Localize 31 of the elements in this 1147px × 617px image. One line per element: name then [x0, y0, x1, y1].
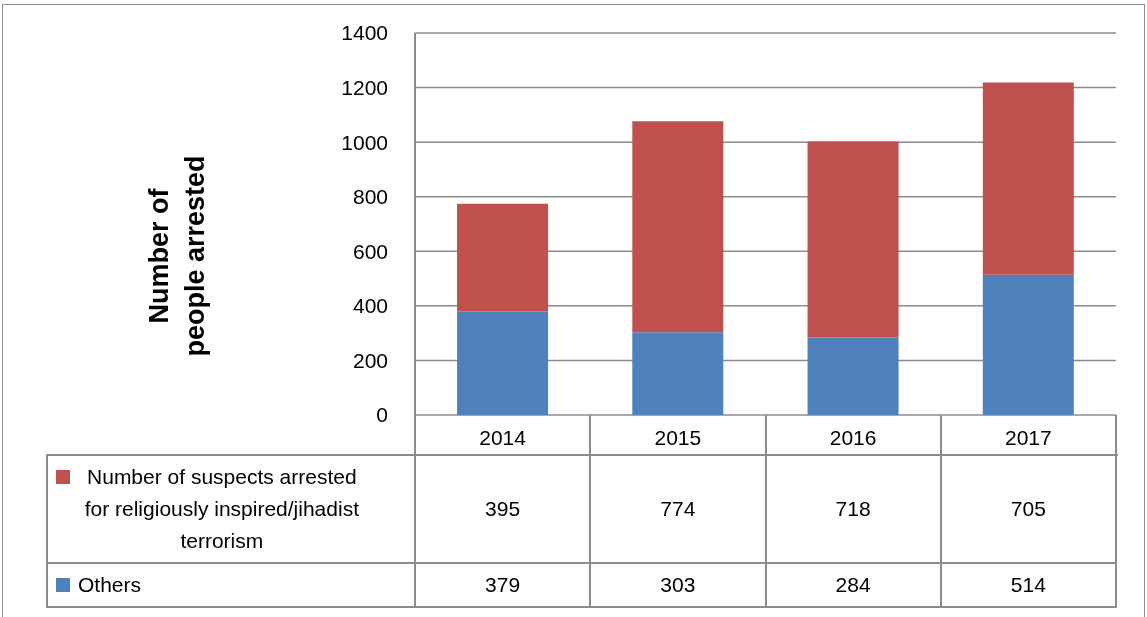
- bar: [632, 332, 724, 415]
- data-label: 303: [591, 564, 767, 608]
- bar: [807, 337, 899, 415]
- y-axis-title: Number of people arrested: [143, 155, 211, 357]
- legend-label: Number of suspects arrested for religiously inspired/jihadist terrorism: [83, 464, 360, 554]
- bar: [457, 311, 549, 415]
- y-tick-label: 1200: [341, 76, 388, 100]
- data-label: 395: [416, 456, 592, 564]
- bar: [982, 82, 1074, 275]
- y-tick-label: 1000: [341, 130, 388, 154]
- data-label: 379: [416, 564, 592, 608]
- bar: [457, 203, 549, 312]
- y-tick-label: 1400: [341, 21, 388, 45]
- x-tick-label: 2016: [829, 425, 877, 449]
- y-tick-label: 200: [352, 348, 388, 372]
- y-tick-label: 600: [352, 239, 388, 263]
- data-label: 514: [941, 564, 1117, 608]
- data-label: 284: [766, 564, 942, 608]
- y-tick-label: 400: [352, 294, 388, 318]
- data-label: 718: [766, 456, 942, 564]
- bar: [632, 121, 724, 333]
- data-label: 705: [941, 456, 1117, 564]
- data-label: 774: [591, 456, 767, 564]
- bar: [982, 274, 1074, 415]
- x-tick-label: 2015: [654, 425, 702, 449]
- bar: [807, 141, 899, 338]
- y-tick-label: 0: [376, 403, 388, 427]
- x-tick-label: 2017: [1005, 425, 1052, 449]
- legend-label: Others: [78, 572, 142, 598]
- y-tick-label: 800: [352, 185, 388, 209]
- x-tick-label: 2014: [479, 425, 527, 449]
